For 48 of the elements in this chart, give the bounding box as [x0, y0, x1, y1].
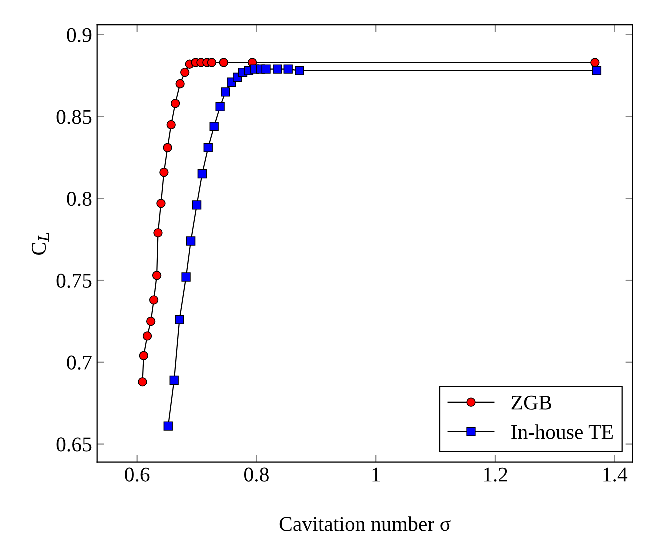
y-tick-label: 0.85 — [56, 110, 92, 124]
x-tick-label: 1 — [372, 468, 380, 482]
point — [152, 271, 162, 280]
point — [138, 377, 148, 387]
point — [149, 296, 159, 305]
point — [198, 170, 207, 179]
y-tick-label: 0.65 — [56, 438, 92, 452]
point — [139, 351, 148, 360]
x-tick-label: 1.2 — [484, 468, 508, 482]
point — [192, 200, 202, 210]
x-axis-title: Cavitation number σ — [280, 516, 451, 532]
point — [170, 99, 180, 108]
point — [170, 376, 179, 386]
point — [142, 332, 152, 341]
y-tick-label: 0.7 — [67, 356, 92, 370]
x-tick-label: 1.4 — [604, 468, 628, 482]
point — [284, 64, 293, 74]
legend-label: ZGB — [512, 396, 552, 410]
point — [216, 102, 225, 112]
point — [262, 64, 271, 74]
point — [163, 143, 172, 152]
point — [295, 66, 304, 76]
point — [176, 79, 185, 89]
point — [273, 64, 282, 74]
y-tick-label: 0.75 — [56, 274, 92, 288]
point — [207, 58, 217, 68]
x-tick-label: 0.6 — [125, 468, 150, 482]
y-tick-label: 0.8 — [67, 192, 92, 206]
legend-label: In-house TE — [512, 424, 613, 440]
point — [166, 120, 176, 130]
point — [219, 58, 228, 68]
x-tick-label: 0.8 — [244, 468, 269, 482]
point — [221, 88, 230, 97]
point — [210, 122, 219, 132]
point — [180, 68, 190, 78]
point — [592, 66, 602, 76]
point — [175, 315, 184, 324]
y-axis-title: C$_{L}$ — [32, 232, 50, 256]
point — [204, 143, 213, 152]
point — [154, 228, 163, 238]
y-tick-label: 0.9 — [67, 28, 92, 42]
point — [160, 168, 169, 178]
point — [156, 198, 166, 208]
point — [590, 58, 600, 68]
point — [182, 272, 191, 282]
point — [186, 236, 196, 246]
point — [164, 422, 173, 431]
point — [146, 316, 156, 326]
